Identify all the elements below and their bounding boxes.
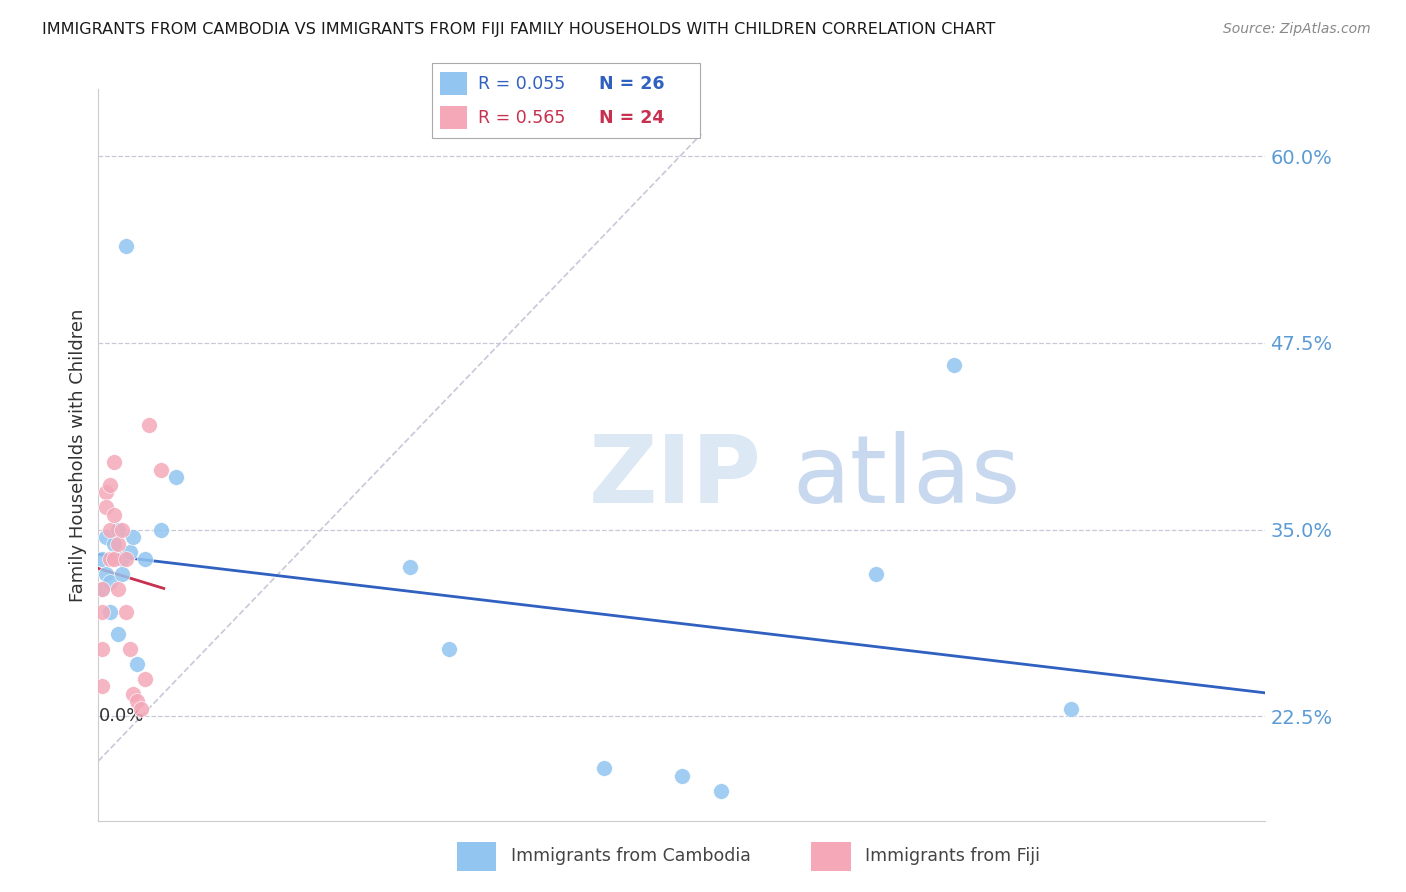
Point bbox=[91, 679, 114, 693]
Point bbox=[593, 761, 616, 775]
Point bbox=[91, 552, 114, 566]
Point bbox=[107, 537, 129, 551]
FancyBboxPatch shape bbox=[811, 842, 851, 871]
Text: atlas: atlas bbox=[793, 431, 1021, 523]
Text: N = 26: N = 26 bbox=[599, 75, 664, 93]
Text: N = 24: N = 24 bbox=[599, 109, 664, 127]
Point bbox=[122, 530, 145, 544]
Point bbox=[98, 552, 121, 566]
Point bbox=[114, 552, 136, 566]
Point bbox=[103, 537, 125, 551]
Text: Source: ZipAtlas.com: Source: ZipAtlas.com bbox=[1223, 22, 1371, 37]
FancyBboxPatch shape bbox=[457, 842, 496, 871]
Point bbox=[114, 605, 136, 619]
Point bbox=[149, 463, 172, 477]
Point bbox=[165, 470, 187, 484]
Point bbox=[943, 359, 966, 373]
Point bbox=[118, 642, 141, 657]
Point bbox=[96, 485, 118, 500]
Point bbox=[107, 627, 129, 641]
Point bbox=[111, 567, 134, 582]
Text: R = 0.055: R = 0.055 bbox=[478, 75, 565, 93]
Point bbox=[111, 552, 134, 566]
Point bbox=[710, 784, 733, 798]
Point bbox=[671, 769, 693, 783]
Point bbox=[98, 477, 121, 491]
Text: ZIP: ZIP bbox=[589, 431, 762, 523]
Point bbox=[98, 574, 121, 589]
Point bbox=[96, 500, 118, 515]
Y-axis label: Family Households with Children: Family Households with Children bbox=[69, 309, 87, 601]
Point bbox=[91, 642, 114, 657]
Point bbox=[127, 657, 149, 671]
Point bbox=[96, 567, 118, 582]
Point bbox=[98, 605, 121, 619]
Point bbox=[122, 687, 145, 701]
Point bbox=[129, 701, 152, 715]
Text: Immigrants from Cambodia: Immigrants from Cambodia bbox=[512, 847, 751, 865]
FancyBboxPatch shape bbox=[440, 106, 467, 129]
Point bbox=[103, 508, 125, 522]
Point bbox=[134, 672, 156, 686]
Point bbox=[111, 523, 134, 537]
Point bbox=[96, 530, 118, 544]
Text: R = 0.565: R = 0.565 bbox=[478, 109, 565, 127]
Point bbox=[127, 694, 149, 708]
Point bbox=[865, 567, 887, 582]
Point bbox=[107, 582, 129, 597]
Point bbox=[107, 523, 129, 537]
Text: 0.0%: 0.0% bbox=[98, 707, 143, 725]
FancyBboxPatch shape bbox=[432, 63, 700, 137]
Point bbox=[114, 239, 136, 253]
Point bbox=[1060, 701, 1083, 715]
Point bbox=[134, 552, 156, 566]
Text: Immigrants from Fiji: Immigrants from Fiji bbox=[865, 847, 1040, 865]
Point bbox=[91, 582, 114, 597]
Point bbox=[398, 560, 420, 574]
Point bbox=[138, 418, 160, 433]
Point bbox=[91, 605, 114, 619]
Point bbox=[437, 642, 460, 657]
Point bbox=[118, 545, 141, 559]
Point bbox=[98, 523, 121, 537]
Point bbox=[103, 552, 125, 566]
FancyBboxPatch shape bbox=[440, 72, 467, 95]
Point bbox=[149, 523, 172, 537]
Text: IMMIGRANTS FROM CAMBODIA VS IMMIGRANTS FROM FIJI FAMILY HOUSEHOLDS WITH CHILDREN: IMMIGRANTS FROM CAMBODIA VS IMMIGRANTS F… bbox=[42, 22, 995, 37]
Point bbox=[91, 582, 114, 597]
Point bbox=[103, 455, 125, 469]
